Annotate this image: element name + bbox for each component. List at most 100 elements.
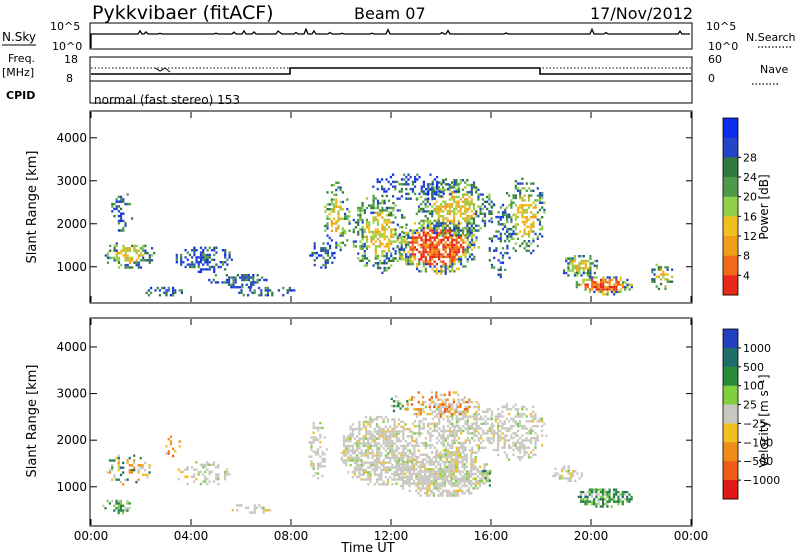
power-cell	[282, 294, 285, 297]
power-cell	[383, 235, 386, 238]
power-cell	[420, 270, 423, 273]
velocity-cell	[439, 465, 442, 468]
power-cell	[427, 260, 430, 263]
velocity-cell	[470, 465, 473, 468]
velocity-cell	[378, 432, 381, 436]
power-cell	[428, 210, 432, 213]
power-cell	[357, 230, 360, 234]
velocity-cell	[457, 477, 460, 480]
velocity-cell	[389, 435, 392, 438]
velocity-cell	[400, 475, 403, 479]
velocity-cell	[452, 398, 455, 401]
power-cell	[383, 230, 386, 234]
power-cell	[122, 229, 125, 232]
power-cell	[442, 255, 445, 259]
power-cell	[398, 257, 402, 260]
power-cell	[446, 243, 449, 247]
velocity-cell	[424, 417, 428, 421]
power-cell	[501, 211, 505, 214]
velocity-cell	[475, 425, 478, 428]
velocity-cell	[400, 425, 403, 428]
velocity-cell	[468, 482, 471, 485]
power-cell	[158, 294, 161, 297]
power-cell	[462, 246, 465, 249]
velocity-cell	[582, 498, 585, 501]
power-cell	[461, 229, 465, 232]
velocity-cell	[430, 482, 433, 485]
velocity-cell	[484, 469, 487, 473]
power-cell	[571, 259, 574, 263]
velocity-cell	[422, 427, 425, 430]
velocity-cell	[384, 475, 387, 479]
velocity-cell	[382, 480, 385, 484]
power-cell	[115, 249, 118, 252]
velocity-cell	[457, 451, 460, 454]
power-cell	[414, 175, 417, 179]
velocity-cell	[519, 424, 522, 428]
velocity-cell	[599, 495, 602, 499]
power-cell	[396, 223, 399, 226]
power-cell	[433, 253, 436, 256]
power-cell	[265, 278, 268, 282]
velocity-cell	[345, 437, 348, 440]
velocity-cell	[413, 482, 416, 485]
velocity-cell	[621, 500, 624, 503]
velocity-cell	[579, 493, 583, 496]
power-cell	[431, 197, 434, 200]
power-cell	[424, 255, 427, 259]
power-cell	[193, 265, 196, 269]
power-cell	[390, 235, 393, 238]
power-cell	[468, 229, 471, 232]
velocity-cell	[417, 444, 420, 448]
velocity-cell	[442, 410, 445, 413]
power-cell	[595, 276, 598, 279]
velocity-cell	[380, 483, 383, 486]
velocity-cell	[450, 463, 453, 466]
velocity-cell	[417, 470, 420, 473]
power-cell	[475, 212, 478, 215]
power-cell	[387, 199, 391, 202]
velocity-cell	[310, 460, 313, 463]
velocity-cell	[115, 499, 118, 503]
power-cell	[470, 224, 473, 227]
power-cell	[431, 255, 434, 259]
velocity-cell	[441, 470, 444, 473]
power-cell	[442, 192, 445, 196]
power-cell	[424, 260, 427, 263]
velocity-cell	[215, 478, 218, 481]
velocity-cell	[312, 462, 315, 466]
power-cell	[264, 286, 267, 290]
velocity-cell	[521, 415, 524, 418]
power-cell	[411, 180, 414, 184]
power-cell	[385, 235, 388, 238]
power-cell	[126, 202, 129, 206]
velocity-cell	[432, 480, 435, 483]
velocity-cell	[416, 441, 419, 445]
power-cell	[186, 263, 189, 266]
velocity-cell	[601, 490, 605, 494]
velocity-cell	[413, 444, 416, 448]
velocity-cell	[373, 427, 376, 431]
power-cell	[416, 238, 419, 242]
power-cell	[442, 246, 445, 249]
velocity-cell	[486, 422, 489, 425]
velocity-cell	[424, 482, 427, 485]
velocity-cell	[190, 475, 194, 478]
power-cell	[655, 275, 658, 279]
velocity-cell	[371, 454, 374, 457]
power-cell	[407, 183, 410, 186]
power-cell	[573, 259, 577, 263]
velocity-cell	[255, 506, 259, 509]
power-cell	[390, 206, 393, 210]
power-cell	[435, 234, 438, 237]
velocity-cell	[527, 456, 530, 459]
power-cell	[109, 249, 112, 252]
power-cell	[606, 290, 609, 294]
velocity-cell	[367, 449, 370, 452]
velocity-cell	[626, 490, 629, 494]
power-cell	[191, 256, 194, 259]
power-cell	[335, 181, 338, 184]
velocity-cell	[455, 417, 458, 421]
power-cell	[538, 196, 542, 200]
power-cell	[490, 217, 493, 220]
